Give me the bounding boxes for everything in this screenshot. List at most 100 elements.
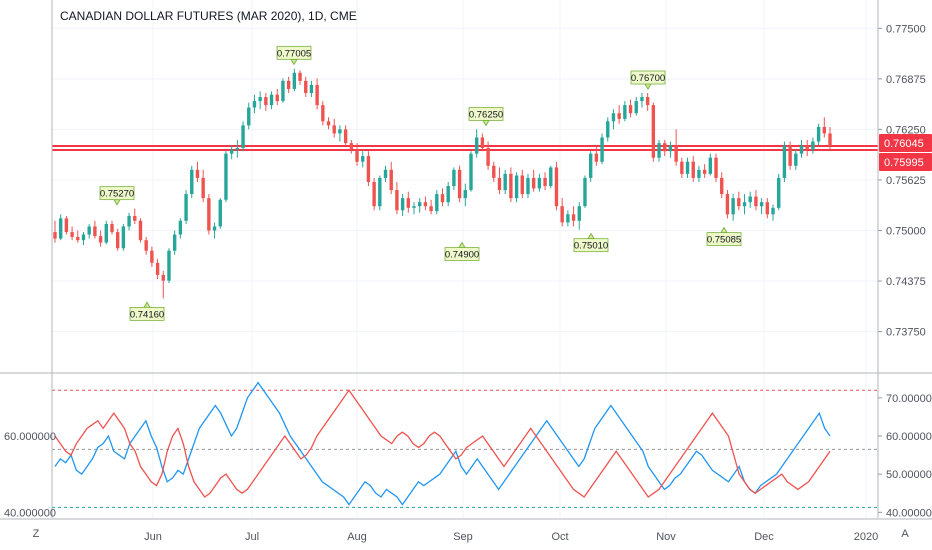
candle-body: [224, 153, 228, 200]
price-tick-label: 0.76875: [886, 74, 926, 86]
x-tick-label: Jun: [144, 531, 162, 543]
candle-body: [503, 173, 507, 191]
candle-body: [514, 175, 519, 199]
candle-body: [583, 177, 587, 207]
x-tick-label: Aug: [347, 531, 367, 543]
price-tag-label: 0.76045: [884, 138, 924, 150]
candle-body: [531, 177, 536, 189]
candle-body: [59, 218, 63, 239]
candle-body: [543, 177, 547, 186]
candle-body: [201, 177, 205, 199]
candle-body: [720, 177, 724, 195]
candle-body: [406, 198, 411, 208]
annotation-label: 0.75270: [100, 189, 134, 200]
candle-body: [731, 198, 735, 215]
annotation-box: [468, 106, 504, 121]
oscillator-right-tick-label: 40.00000: [886, 507, 932, 519]
candle-body: [714, 157, 718, 178]
candle-body: [691, 161, 695, 178]
candle-body: [429, 206, 433, 212]
candle-body: [463, 190, 467, 199]
candle-body: [566, 214, 570, 223]
candle-body: [623, 105, 627, 119]
support-lines: [52, 144, 878, 152]
candle-body: [560, 206, 564, 223]
candle-body: [822, 126, 826, 134]
candle-body: [281, 80, 285, 102]
annotation-pointer: [143, 301, 151, 308]
candle-body: [777, 177, 781, 208]
oscillator-right-tick-label: 60.00000: [886, 431, 932, 443]
candle-body: [759, 202, 764, 207]
candle-body: [338, 129, 342, 134]
candle-body: [748, 196, 752, 203]
candle-body: [383, 169, 388, 178]
candle-body: [577, 206, 581, 221]
price-tick-label: 0.77500: [886, 23, 926, 35]
candle-body: [423, 202, 428, 207]
candle-body: [526, 177, 530, 195]
candle-body: [355, 149, 359, 162]
candle-body: [554, 167, 559, 207]
candle-body: [645, 97, 650, 106]
candle-body: [657, 143, 661, 158]
candle-body: [252, 101, 257, 108]
price-tag-label: 0.75995: [884, 157, 924, 169]
candle-body: [811, 141, 815, 150]
candle-body: [190, 169, 194, 195]
candle-body: [87, 226, 91, 235]
candle-body: [133, 215, 137, 221]
candle-body: [127, 215, 131, 227]
candle-body: [400, 198, 405, 211]
candle-body: [799, 145, 804, 154]
candle-body: [104, 224, 108, 243]
candle-body: [640, 97, 644, 102]
candle-body: [440, 194, 445, 203]
x-tick-label: Jul: [245, 531, 259, 543]
chart-title: CANADIAN DOLLAR FUTURES (MAR 2020), 1D, …: [60, 9, 357, 23]
candle-body: [292, 72, 297, 89]
annotation-box: [630, 70, 666, 85]
candle-body: [674, 145, 678, 162]
candle-body: [697, 169, 701, 178]
candle-body: [492, 165, 496, 178]
candle-body: [349, 143, 354, 150]
annotation-pointer: [290, 58, 298, 66]
candle-body: [195, 169, 200, 178]
candle-body: [304, 80, 308, 93]
candle-body: [771, 207, 775, 215]
annotation-box: [706, 232, 742, 247]
candle-body: [685, 161, 690, 174]
candle-body: [298, 72, 302, 81]
candle-body: [155, 262, 160, 275]
price-tick-label: 0.76250: [886, 124, 926, 136]
auto-scale-left-button[interactable]: Z: [32, 528, 40, 540]
annotation-box: [573, 238, 609, 253]
candle-body: [184, 194, 188, 221]
candle-body: [452, 169, 456, 186]
candle-body: [412, 206, 416, 208]
candle-body: [167, 250, 171, 281]
auto-scale-right-button[interactable]: A: [901, 528, 909, 540]
annotation-box: [129, 307, 165, 321]
price-tick-label: 0.75625: [886, 175, 926, 187]
candle-body: [81, 234, 86, 241]
x-tick-label: Dec: [754, 531, 774, 543]
candle-body: [668, 145, 673, 152]
candle-body: [395, 190, 399, 211]
candle-body: [241, 125, 245, 148]
x-tick-label: Sep: [453, 531, 473, 543]
candle-body: [144, 240, 148, 251]
annotation-label: 0.75085: [707, 235, 741, 246]
candle-body: [93, 226, 97, 237]
candle-body: [520, 175, 524, 195]
candle-body: [418, 202, 422, 207]
candle-body: [486, 147, 490, 166]
oscillator-panel: [52, 381, 878, 508]
candle-body: [343, 129, 348, 144]
oscillator-right-tick-label: 70.00000: [886, 393, 932, 405]
annotation-pointer: [587, 232, 595, 240]
candle-body: [663, 143, 667, 152]
